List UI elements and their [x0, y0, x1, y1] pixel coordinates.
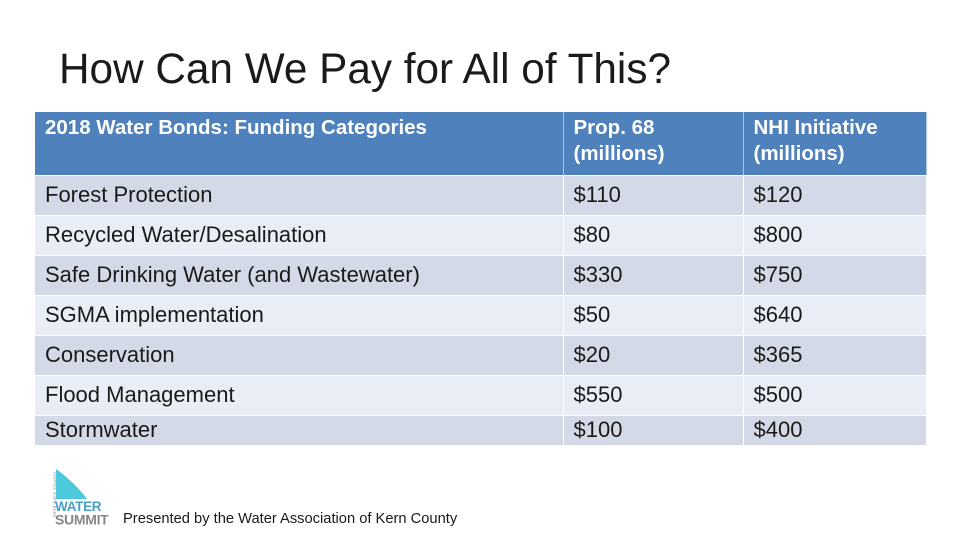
- svg-text:SUMMIT: SUMMIT: [55, 512, 109, 528]
